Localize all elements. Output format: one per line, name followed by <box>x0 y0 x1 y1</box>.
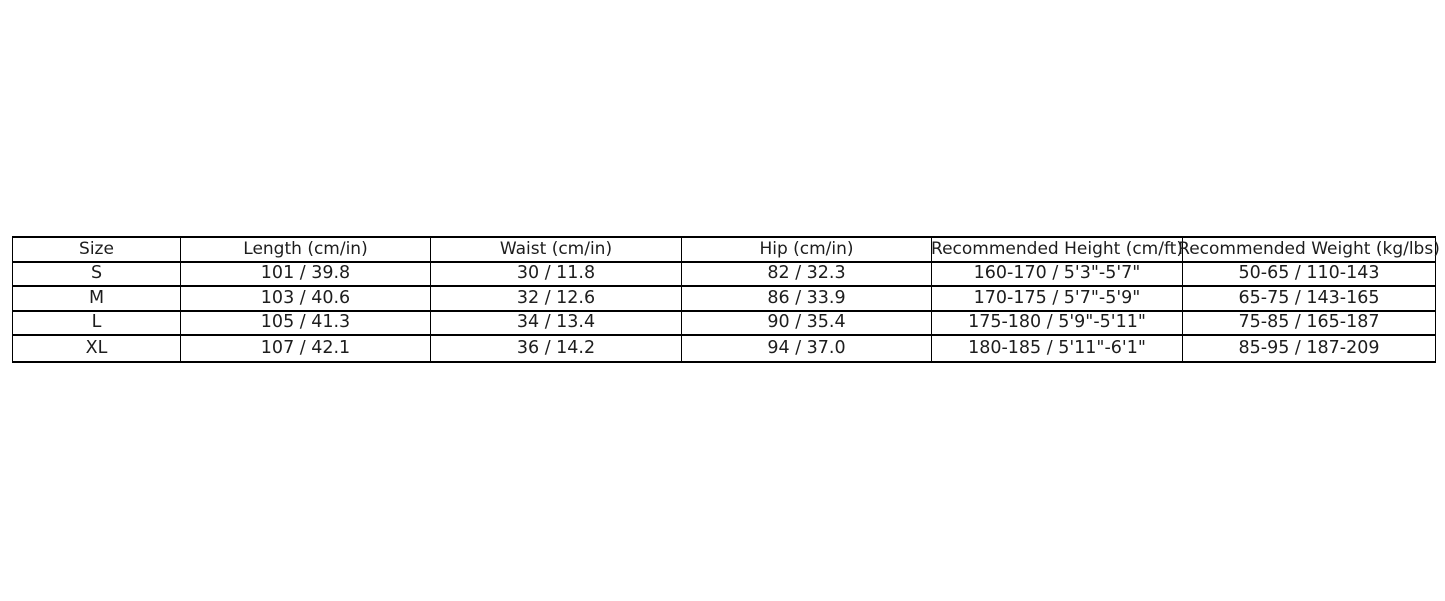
table-cell-hip-m: 86 / 33.9 <box>682 287 932 312</box>
table-cell-weight-l: 75-85 / 165-187 <box>1183 312 1435 336</box>
table-cell-size-l: L <box>13 311 181 336</box>
table-cell-length-s: 101 / 39.8 <box>181 262 431 287</box>
size-chart-table: Size Length (cm/in) Waist (cm/in) Hip (c… <box>12 236 1440 363</box>
table-cell-hip-s: 82 / 32.3 <box>682 262 932 287</box>
table-cell-waist-s: 30 / 11.8 <box>431 262 682 287</box>
table-cell-waist-l: 34 / 13.4 <box>431 311 682 336</box>
table-cell-length-l: 105 / 41.3 <box>181 311 431 336</box>
header-cell-recommended-weight: Recommended Weight (kg/lbs) <box>1178 238 1440 263</box>
table-cell-height-xl: 180-185 / 5'11"-6'1" <box>932 336 1183 361</box>
header-cell-size: Size <box>13 238 181 263</box>
table-cell-weight-xl: 85-95 / 187-209 <box>1238 337 1380 358</box>
table-cell-size-xl: XL <box>13 336 181 361</box>
table-cell-hip-l: 90 / 35.4 <box>682 311 932 336</box>
header-cell-recommended-height: Recommended Height (cm/ft) <box>931 238 1183 263</box>
table-cell-size-m: M <box>13 287 181 312</box>
header-cell-hip: Hip (cm/in) <box>682 238 932 263</box>
table-cell-waist-xl: 36 / 14.2 <box>431 336 682 361</box>
table-cell-length-xl: 107 / 42.1 <box>181 336 431 361</box>
table-cell-length-m: 103 / 40.6 <box>181 287 431 312</box>
header-cell-waist: Waist (cm/in) <box>431 238 682 263</box>
table-cell-height-s: 160-170 / 5'3"-5'7" <box>932 262 1183 287</box>
table-cell-weight-m: 65-75 / 143-165 <box>1183 287 1435 312</box>
table-cell-hip-xl: 94 / 37.0 <box>682 336 932 361</box>
table-cell-waist-m: 32 / 12.6 <box>431 287 682 312</box>
header-cell-length: Length (cm/in) <box>181 238 431 263</box>
table-cell-size-s: S <box>13 262 181 287</box>
table-cell-height-m: 170-175 / 5'7"-5'9" <box>932 287 1183 312</box>
table-cell-weight-s: 50-65 / 110-143 <box>1183 263 1435 287</box>
table-cell-height-l: 175-180 / 5'9"-5'11" <box>932 311 1183 336</box>
